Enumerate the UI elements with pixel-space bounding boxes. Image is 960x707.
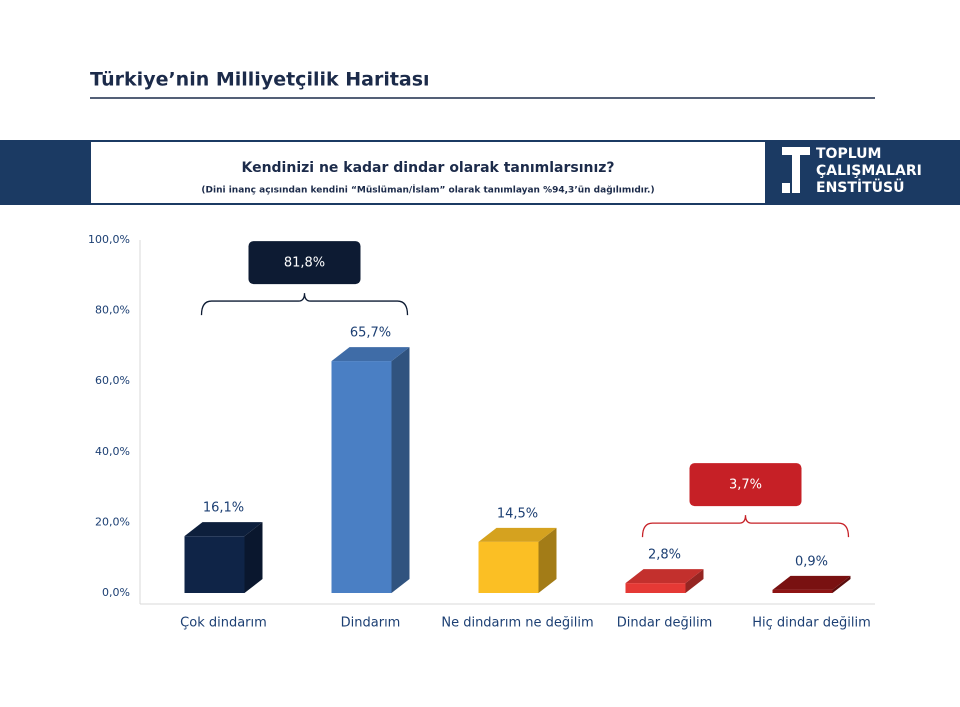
logo-mark	[782, 183, 790, 193]
logo-text: ÇALIŞMALARI	[816, 163, 922, 179]
bar-top	[184, 522, 263, 537]
logo-text: TOPLUM	[816, 146, 881, 162]
y-tick-label: 0,0%	[102, 586, 130, 599]
value-label: 2,8%	[648, 548, 681, 563]
y-tick-label: 40,0%	[95, 445, 130, 458]
bar-side	[832, 575, 851, 593]
x-tick-label: Dindar değilim	[617, 616, 713, 631]
group-bracket	[641, 515, 850, 538]
value-label: 65,7%	[350, 326, 391, 341]
bar-top	[772, 575, 851, 590]
logo: TOPLUM ÇALIŞMALARI ENSTİTÜSÜ	[782, 146, 922, 196]
chart-subtitle: (Dini inanç açısından kendini “Müslüman/…	[201, 185, 654, 196]
x-tick-label: Dindarım	[341, 616, 401, 631]
bar-side	[391, 347, 410, 593]
bar-side	[538, 527, 557, 593]
x-tick-label: Hiç dindar değilim	[752, 616, 870, 631]
x-tick-label: Ne dindarım ne değilim	[441, 616, 593, 631]
logo-text: ENSTİTÜSÜ	[816, 178, 905, 196]
y-tick-label: 100,0%	[88, 233, 130, 246]
group-box	[248, 241, 361, 285]
y-tick-label: 20,0%	[95, 515, 130, 528]
page-title: Türkiye’nin Milliyetçilik Haritası	[90, 69, 430, 91]
logo-mark	[792, 147, 800, 193]
value-label: 14,5%	[497, 506, 538, 521]
group-bracket	[200, 293, 409, 316]
bar-side	[244, 522, 263, 593]
group-label: 81,8%	[284, 256, 325, 271]
bar-side	[685, 569, 704, 593]
y-tick-label: 80,0%	[95, 304, 130, 317]
bar	[184, 536, 245, 593]
chart-title: Kendinizi ne kadar dindar olarak tanımla…	[241, 160, 614, 176]
bar-top	[331, 347, 410, 362]
y-tick-label: 60,0%	[95, 374, 130, 387]
bar	[625, 583, 686, 593]
group-box	[689, 463, 802, 507]
bar-top	[478, 527, 557, 542]
bar	[331, 361, 392, 593]
bar-top	[625, 569, 704, 584]
question-box	[91, 142, 765, 203]
bar	[478, 541, 539, 593]
x-tick-label: Çok dindarım	[180, 616, 267, 631]
value-label: 16,1%	[203, 501, 244, 516]
group-label: 3,7%	[729, 478, 762, 493]
bar	[772, 589, 833, 593]
value-label: 0,9%	[795, 554, 828, 569]
